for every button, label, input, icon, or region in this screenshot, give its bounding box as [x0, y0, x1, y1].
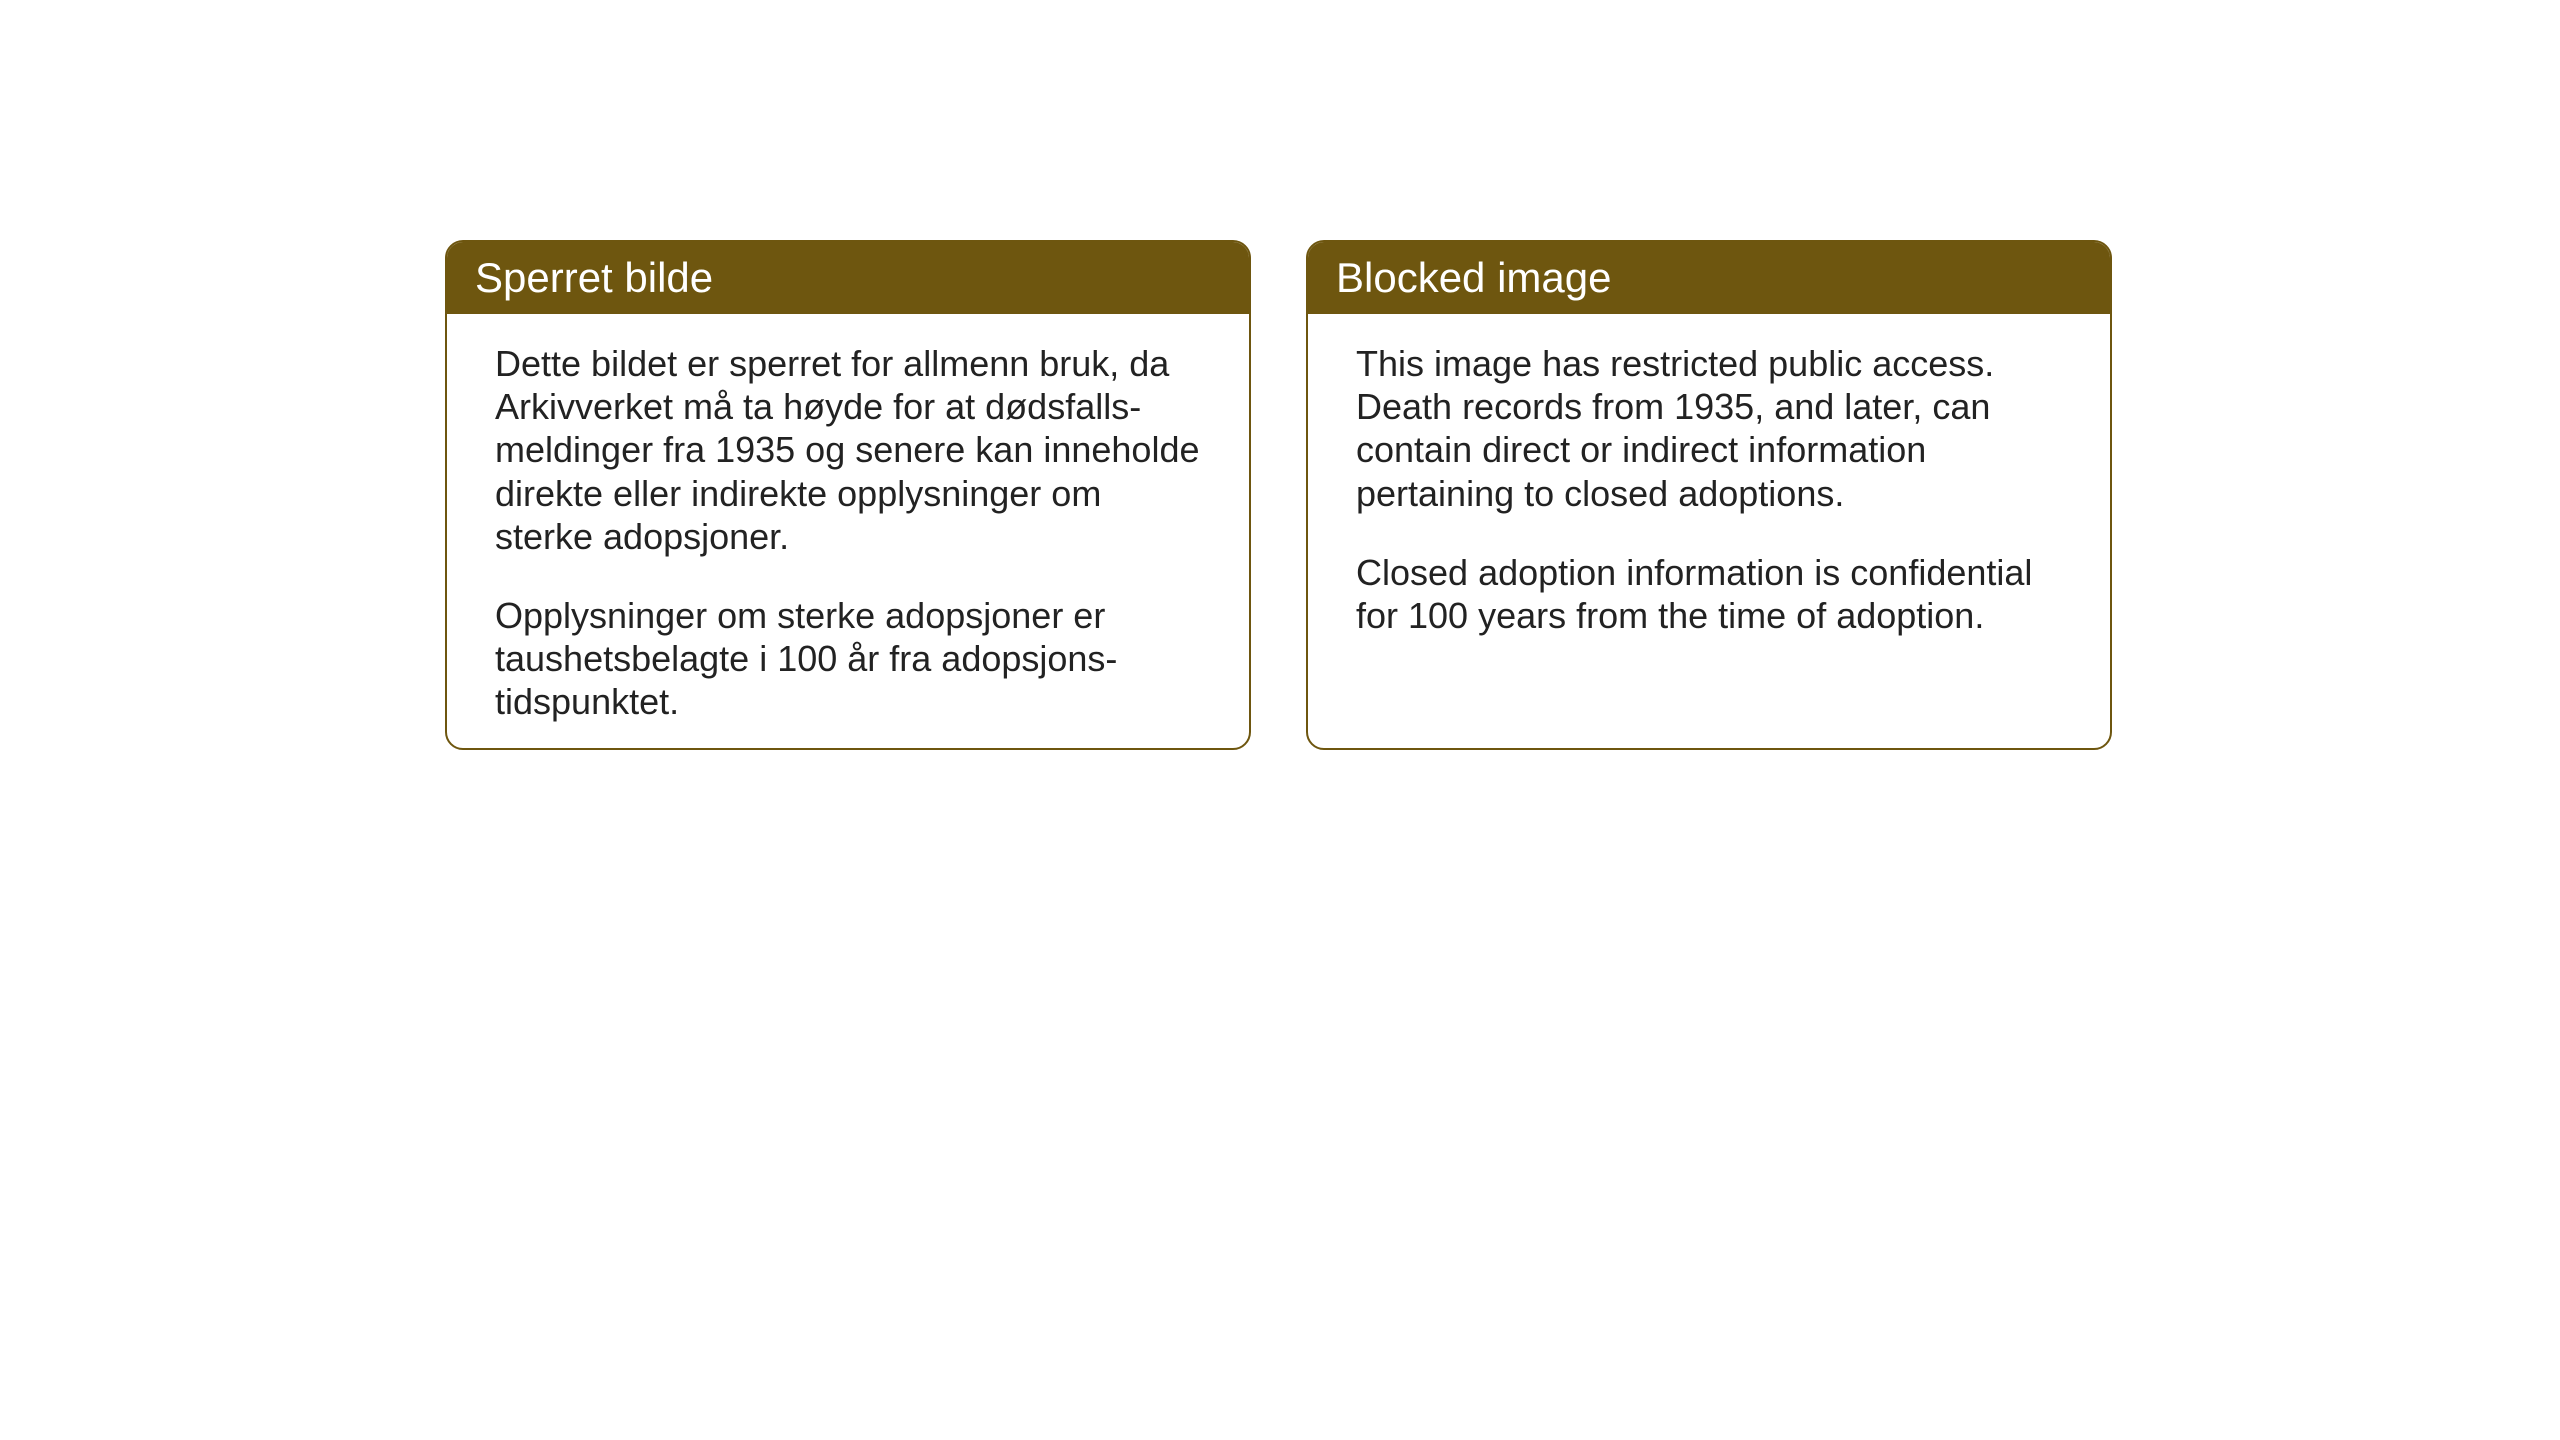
card-header-english: Blocked image: [1308, 242, 2110, 314]
card-paragraph-1-norwegian: Dette bildet er sperret for allmenn bruk…: [495, 342, 1201, 558]
card-title-english: Blocked image: [1336, 254, 1611, 301]
card-body-norwegian: Dette bildet er sperret for allmenn bruk…: [447, 314, 1249, 750]
card-body-english: This image has restricted public access.…: [1308, 314, 2110, 677]
card-english: Blocked image This image has restricted …: [1306, 240, 2112, 750]
card-header-norwegian: Sperret bilde: [447, 242, 1249, 314]
card-norwegian: Sperret bilde Dette bildet er sperret fo…: [445, 240, 1251, 750]
card-paragraph-2-norwegian: Opplysninger om sterke adopsjoner er tau…: [495, 594, 1201, 724]
card-paragraph-1-english: This image has restricted public access.…: [1356, 342, 2062, 515]
cards-container: Sperret bilde Dette bildet er sperret fo…: [445, 240, 2112, 750]
card-title-norwegian: Sperret bilde: [475, 254, 713, 301]
card-paragraph-2-english: Closed adoption information is confident…: [1356, 551, 2062, 637]
